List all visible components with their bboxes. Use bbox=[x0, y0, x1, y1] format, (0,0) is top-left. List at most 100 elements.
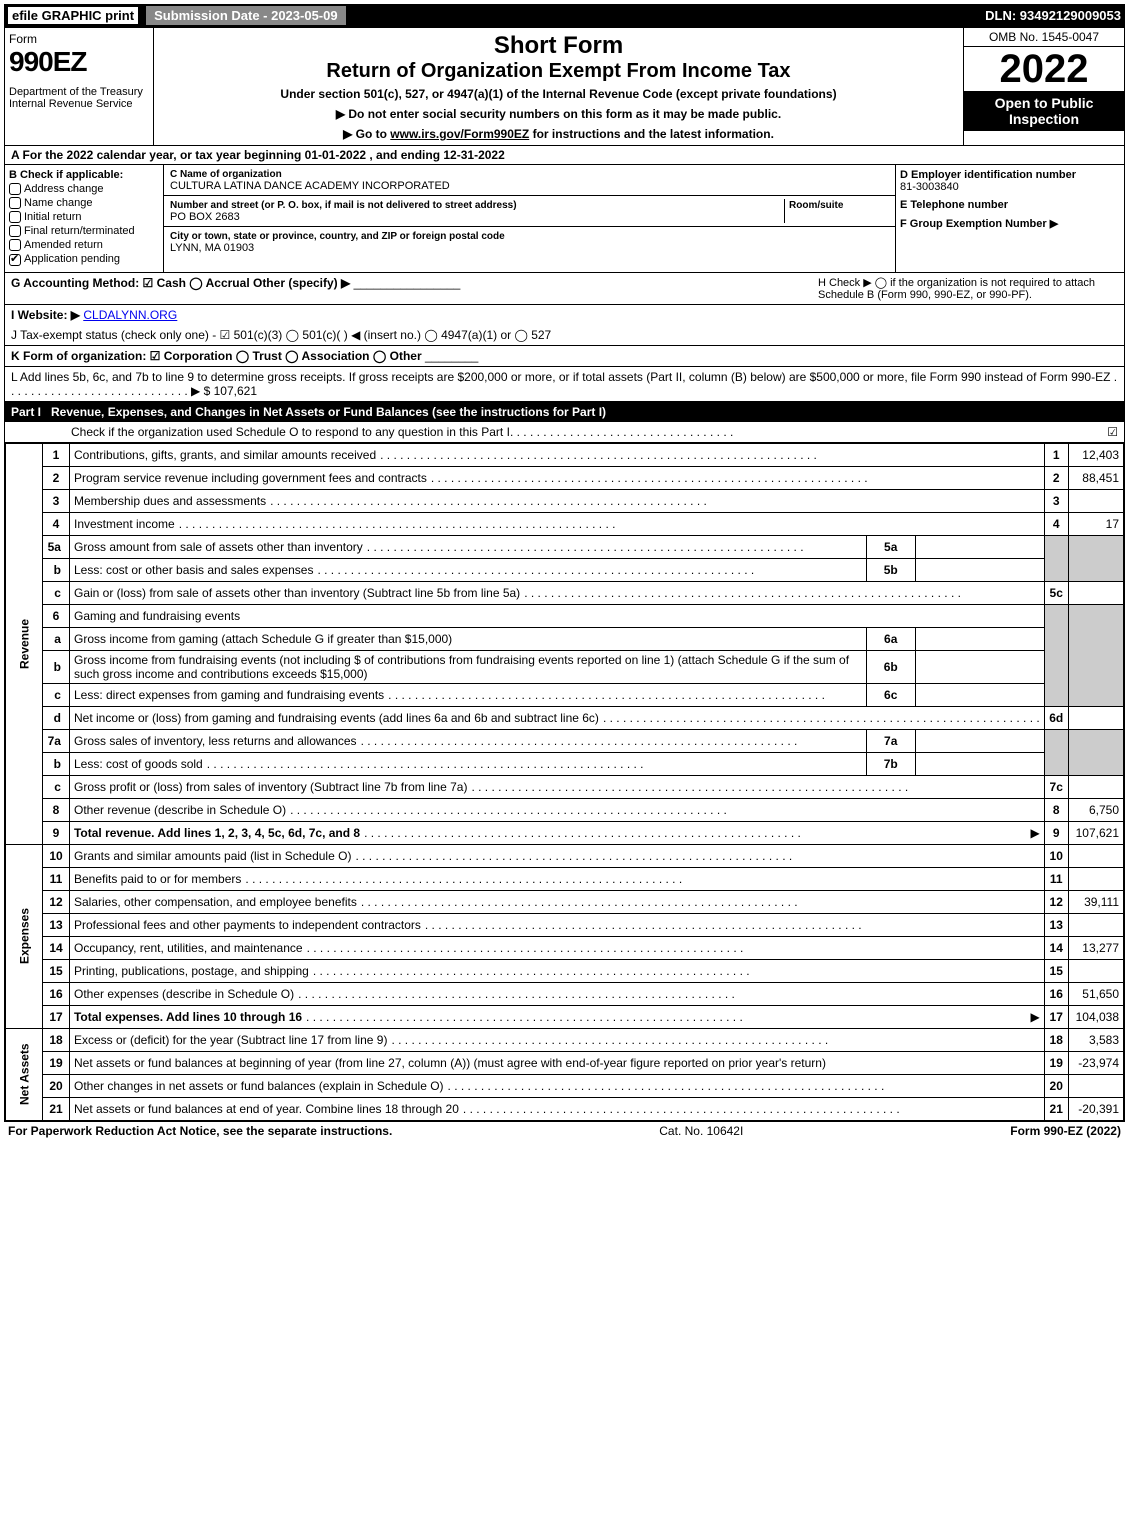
l5b-ival bbox=[915, 558, 1044, 581]
l6a-ibox: 6a bbox=[866, 627, 915, 650]
l6b-ival bbox=[915, 650, 1044, 683]
l16-val: 51,650 bbox=[1068, 982, 1123, 1005]
header-left: Form 990EZ Department of the Treasury In… bbox=[5, 28, 154, 145]
l7c-desc: Gross profit or (loss) from sales of inv… bbox=[74, 780, 471, 794]
footer: For Paperwork Reduction Act Notice, see … bbox=[4, 1122, 1125, 1140]
ssn-note: ▶ Do not enter social security numbers o… bbox=[162, 107, 955, 121]
l6c-ival bbox=[915, 683, 1044, 706]
l4-box: 4 bbox=[1044, 512, 1068, 535]
l5c-box: 5c bbox=[1044, 581, 1068, 604]
l16-desc: Other expenses (describe in Schedule O) bbox=[74, 987, 298, 1001]
l13-desc: Professional fees and other payments to … bbox=[74, 918, 425, 932]
l6d-val bbox=[1068, 706, 1123, 729]
submission-date: Submission Date - 2023-05-09 bbox=[146, 6, 346, 25]
l9-box: 9 bbox=[1044, 821, 1068, 844]
goto-post: for instructions and the latest informat… bbox=[529, 127, 774, 141]
footer-right: Form 990-EZ (2022) bbox=[1010, 1124, 1121, 1138]
dln: DLN: 93492129009053 bbox=[985, 8, 1121, 23]
l14-box: 14 bbox=[1044, 936, 1068, 959]
l13-box: 13 bbox=[1044, 913, 1068, 936]
l10-val bbox=[1068, 844, 1123, 867]
l21-box: 21 bbox=[1044, 1097, 1068, 1120]
l6a-num: a bbox=[43, 627, 70, 650]
l12-val: 39,111 bbox=[1068, 890, 1123, 913]
l7b-ival bbox=[915, 752, 1044, 775]
goto-pre: ▶ Go to bbox=[343, 127, 390, 141]
org-city: LYNN, MA 01903 bbox=[170, 242, 254, 254]
header-right: OMB No. 1545-0047 2022 Open to Public In… bbox=[963, 28, 1124, 145]
l6c-desc: Less: direct expenses from gaming and fu… bbox=[74, 688, 388, 702]
chk-name[interactable]: Name change bbox=[9, 197, 159, 209]
l4-num: 4 bbox=[43, 512, 70, 535]
tel-lbl: E Telephone number bbox=[900, 199, 1008, 211]
chk-pending[interactable]: Application pending bbox=[9, 253, 159, 265]
l2-desc: Program service revenue including govern… bbox=[74, 471, 431, 485]
col-c: C Name of organization CULTURA LATINA DA… bbox=[164, 165, 896, 272]
l6b-desc: Gross income from fundraising events (no… bbox=[69, 650, 866, 683]
chk-address[interactable]: Address change bbox=[9, 183, 159, 195]
l6c-ibox: 6c bbox=[866, 683, 915, 706]
form-frame: Form 990EZ Department of the Treasury In… bbox=[4, 27, 1125, 1122]
l16-num: 16 bbox=[43, 982, 70, 1005]
part1-label: Part I bbox=[11, 405, 51, 419]
l11-num: 11 bbox=[43, 867, 70, 890]
l7c-val bbox=[1068, 775, 1123, 798]
row-l: L Add lines 5b, 6c, and 7b to line 9 to … bbox=[5, 367, 1124, 402]
c-city-lbl: City or town, state or province, country… bbox=[170, 231, 505, 242]
org-addr: PO BOX 2683 bbox=[170, 211, 240, 223]
col-b: B Check if applicable: Address change Na… bbox=[5, 165, 164, 272]
l18-num: 18 bbox=[43, 1028, 70, 1051]
chk-amended[interactable]: Amended return bbox=[9, 239, 159, 251]
goto-note: ▶ Go to www.irs.gov/Form990EZ for instru… bbox=[162, 127, 955, 141]
form-number: 990EZ bbox=[9, 46, 149, 78]
l14-desc: Occupancy, rent, utilities, and maintena… bbox=[74, 941, 307, 955]
row-j: J Tax-exempt status (check only one) - ☑… bbox=[5, 325, 1124, 346]
l15-desc: Printing, publications, postage, and shi… bbox=[74, 964, 313, 978]
header-center: Short Form Return of Organization Exempt… bbox=[154, 28, 963, 145]
l17-val: 104,038 bbox=[1068, 1005, 1123, 1028]
l6d-desc: Net income or (loss) from gaming and fun… bbox=[74, 711, 603, 725]
l15-val bbox=[1068, 959, 1123, 982]
revenue-side-label: Revenue bbox=[6, 443, 43, 844]
l8-box: 8 bbox=[1044, 798, 1068, 821]
l6-desc: Gaming and fundraising events bbox=[69, 604, 1044, 627]
website-link[interactable]: CLDALYNN.ORG bbox=[83, 308, 177, 322]
l15-box: 15 bbox=[1044, 959, 1068, 982]
chk-final[interactable]: Final return/terminated bbox=[9, 225, 159, 237]
short-form-title: Short Form bbox=[162, 32, 955, 60]
room-lbl: Room/suite bbox=[789, 200, 843, 211]
l19-box: 19 bbox=[1044, 1051, 1068, 1074]
l1-box: 1 bbox=[1044, 443, 1068, 466]
l6d-num: d bbox=[43, 706, 70, 729]
l12-box: 12 bbox=[1044, 890, 1068, 913]
l6-grey-box bbox=[1044, 604, 1068, 706]
l8-val: 6,750 bbox=[1068, 798, 1123, 821]
chk-initial[interactable]: Initial return bbox=[9, 211, 159, 223]
tax-year: 2022 bbox=[964, 47, 1124, 91]
ein-lbl: D Employer identification number bbox=[900, 169, 1076, 181]
row-l-amount: ▶ $ 107,621 bbox=[191, 384, 257, 398]
col-d: D Employer identification number 81-3003… bbox=[896, 165, 1124, 272]
l17-box: 17 bbox=[1044, 1005, 1068, 1028]
c-name-lbl: C Name of organization bbox=[170, 169, 282, 180]
l8-desc: Other revenue (describe in Schedule O) bbox=[74, 803, 290, 817]
l5b-num: b bbox=[43, 558, 70, 581]
l13-val bbox=[1068, 913, 1123, 936]
l7c-num: c bbox=[43, 775, 70, 798]
l2-val: 88,451 bbox=[1068, 466, 1123, 489]
l11-box: 11 bbox=[1044, 867, 1068, 890]
l19-num: 19 bbox=[43, 1051, 70, 1074]
l9-arrow: ▶ bbox=[1030, 826, 1039, 840]
l17-arrow: ▶ bbox=[1030, 1010, 1039, 1024]
l7a-num: 7a bbox=[43, 729, 70, 752]
main-table: Revenue 1 Contributions, gifts, grants, … bbox=[5, 443, 1124, 1121]
part1-checkmark[interactable]: ☑ bbox=[1107, 425, 1118, 439]
l7c-box: 7c bbox=[1044, 775, 1068, 798]
efile-label[interactable]: efile GRAPHIC print bbox=[8, 7, 138, 24]
l12-desc: Salaries, other compensation, and employ… bbox=[74, 895, 361, 909]
l18-desc: Excess or (deficit) for the year (Subtra… bbox=[74, 1033, 391, 1047]
l6c-num: c bbox=[43, 683, 70, 706]
row-h: H Check ▶ ◯ if the organization is not r… bbox=[812, 273, 1124, 304]
l3-desc: Membership dues and assessments bbox=[74, 494, 270, 508]
irs-link[interactable]: www.irs.gov/Form990EZ bbox=[390, 127, 529, 141]
